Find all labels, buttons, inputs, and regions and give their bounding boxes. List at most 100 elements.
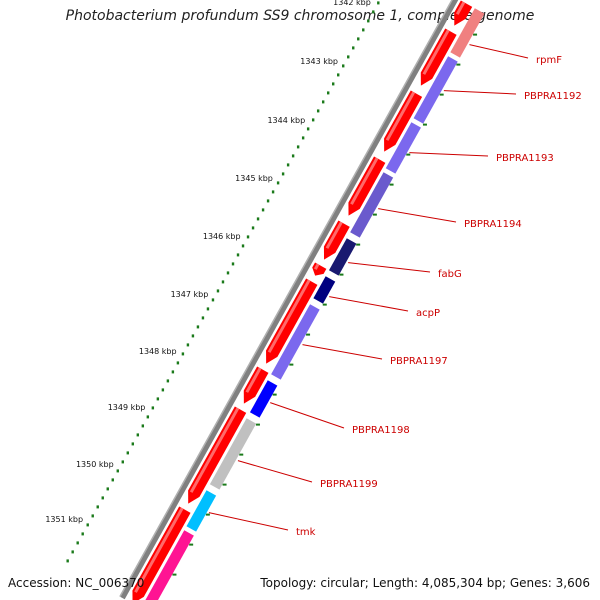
kbp-tick-label: 1346 kbp	[203, 232, 241, 241]
gc-dot	[286, 163, 290, 167]
gc-dot	[456, 63, 461, 66]
gc-dot	[306, 127, 310, 131]
map-title: Photobacterium profundum SS9 chromosome …	[65, 8, 535, 24]
gene-label-pbpra1194: PBPRA1194	[464, 219, 522, 230]
gc-dot	[296, 145, 300, 149]
gc-dot	[111, 478, 114, 482]
kbp-tick-label: 1347 kbp	[171, 290, 209, 299]
gc-dot	[205, 513, 210, 516]
gc-dot	[191, 334, 195, 338]
cds-block	[454, 0, 473, 26]
gc-dot	[326, 91, 330, 95]
cds-block	[384, 90, 423, 152]
cds-block	[243, 366, 269, 404]
gc-dot	[372, 213, 377, 216]
gc-dot	[131, 442, 135, 446]
gene-label-rpmf: rpmF	[536, 55, 562, 66]
gc-dot	[66, 559, 69, 563]
cds-block	[188, 406, 247, 504]
gc-dot	[211, 298, 215, 302]
gene-labels: rpmF PBPRA1192 PBPRA1193 PBPRA1194 fabG acpP P…	[208, 44, 582, 538]
gc-dot	[181, 352, 185, 356]
kbp-tick-label: 1342 kbp	[333, 0, 371, 7]
gc-dot	[281, 172, 285, 176]
gc-dot	[339, 273, 344, 276]
cds-block	[312, 262, 327, 276]
gc-dot	[406, 153, 411, 156]
gc-dot	[101, 496, 104, 500]
gc-dot	[189, 543, 194, 546]
gc-dot	[166, 379, 170, 383]
backbone-shadow-line	[119, 0, 453, 597]
gc-dot	[276, 181, 280, 185]
gc-dot	[76, 541, 79, 545]
gc-dot	[352, 46, 355, 50]
cds-highlight	[313, 263, 320, 270]
gc-dot	[251, 226, 255, 230]
gc-dot	[222, 483, 227, 486]
gc-dot	[332, 82, 335, 86]
gc-dot	[116, 469, 119, 473]
gc-dot	[301, 136, 305, 140]
kbp-tick-label: 1349 kbp	[108, 403, 146, 412]
gene-label-pbpra1197: PBPRA1197	[390, 356, 448, 367]
cds-highlight	[422, 29, 450, 75]
gc-content-dots	[66, 1, 478, 576]
gc-dot	[186, 343, 190, 347]
gc-dot	[291, 154, 295, 158]
gene-leader-line	[237, 460, 313, 483]
gc-dot	[347, 55, 350, 59]
backbone	[119, 0, 459, 600]
gc-dot	[91, 514, 94, 518]
gc-dot	[96, 505, 99, 509]
gc-dot	[256, 217, 260, 221]
gc-dot	[226, 271, 230, 275]
gc-dot	[322, 303, 327, 306]
gene-label-tmk: tmk	[296, 527, 316, 538]
gc-dot	[126, 451, 129, 455]
accession-text: Accession: NC_006370	[8, 576, 145, 590]
gc-dot	[372, 10, 375, 14]
gc-dot	[289, 363, 294, 366]
cds-highlight	[325, 221, 343, 249]
gene-block	[186, 490, 217, 532]
gene-label-pbpra1199: PBPRA1199	[320, 479, 378, 490]
cds-block	[132, 506, 191, 600]
gc-dot	[239, 453, 244, 456]
gc-dot	[71, 550, 74, 554]
gc-dot	[311, 118, 315, 122]
cds-track	[132, 0, 473, 600]
gc-dot	[389, 183, 394, 186]
cds-highlight	[189, 407, 240, 493]
gc-dot	[306, 333, 311, 336]
gc-dot	[321, 100, 325, 104]
gc-dot	[136, 433, 140, 437]
gc-dot	[81, 532, 84, 536]
kbp-tick-label: 1344 kbp	[267, 116, 305, 125]
gc-dot	[255, 423, 260, 426]
gc-dot	[473, 33, 478, 36]
topology-text: Topology: circular; Length: 4,085,304 bp…	[260, 576, 590, 590]
kbp-ticks: 1342 kbp 1343 kbp 1344 kbp 1345 kbp 1346 kbp…	[45, 0, 370, 524]
gene-block	[450, 8, 485, 58]
gc-dot	[246, 235, 250, 239]
gene-label-pbpra1193: PBPRA1193	[496, 153, 554, 164]
gc-dot	[216, 289, 220, 293]
cds-block	[348, 156, 386, 216]
gc-dot	[172, 573, 177, 576]
gene-block	[271, 304, 320, 380]
gene-label-fabg: fabG	[438, 269, 462, 280]
gene-block	[313, 276, 336, 304]
gene-block	[350, 172, 394, 238]
gc-dot	[231, 262, 235, 266]
cds-highlight	[267, 279, 311, 353]
gene-leader-line	[469, 44, 529, 59]
gc-dot	[271, 190, 275, 194]
gc-dot	[367, 19, 370, 23]
cds-highlight	[350, 157, 379, 205]
kbp-tick-label: 1348 kbp	[139, 347, 177, 356]
gc-dot	[156, 397, 160, 401]
gc-dot	[342, 64, 345, 68]
gc-dot	[316, 109, 320, 113]
kbp-tick-label: 1350 kbp	[76, 460, 114, 469]
